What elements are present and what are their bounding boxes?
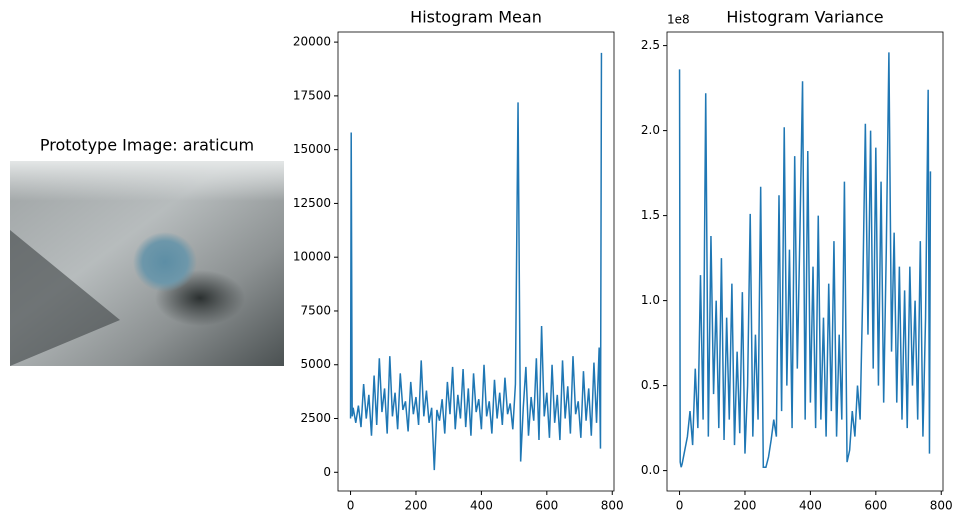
data-line bbox=[678, 52, 932, 468]
x-tick-label: 400 bbox=[470, 499, 493, 513]
y-tick-label: 7500 bbox=[300, 303, 331, 317]
y-tick-label: 12500 bbox=[293, 196, 331, 210]
y-tick-label: 10000 bbox=[293, 250, 331, 264]
y-tick-label: 20000 bbox=[293, 35, 331, 49]
y-tick-label: 15000 bbox=[293, 142, 331, 156]
image-title: Prototype Image: araticum bbox=[40, 136, 254, 155]
x-tick-label: 600 bbox=[864, 499, 887, 513]
data-line bbox=[349, 52, 603, 471]
chart-title: Histogram Mean bbox=[410, 8, 542, 27]
x-tick-label: 600 bbox=[535, 499, 558, 513]
x-tick-label: 0 bbox=[347, 499, 355, 513]
x-tick-label: 200 bbox=[734, 499, 757, 513]
y-tick-label: 0 bbox=[323, 465, 331, 479]
x-tick-label: 800 bbox=[601, 499, 624, 513]
x-tick-label: 0 bbox=[676, 499, 684, 513]
x-tick-label: 200 bbox=[405, 499, 428, 513]
x-tick-label: 800 bbox=[930, 499, 953, 513]
axes-frame bbox=[666, 31, 944, 492]
x-tick-label: 400 bbox=[799, 499, 822, 513]
y-tick-label: 2500 bbox=[300, 411, 331, 425]
chart-title: Histogram Variance bbox=[726, 8, 883, 27]
y-tick-label: 2.0 bbox=[641, 123, 660, 137]
prototype-image bbox=[10, 161, 284, 366]
y-tick-label: 1.0 bbox=[641, 293, 660, 307]
axes-frame bbox=[337, 31, 615, 492]
y-tick-label: 17500 bbox=[293, 88, 331, 102]
y-tick-label: 2.5 bbox=[641, 38, 660, 52]
y-tick-label: 0.0 bbox=[641, 463, 660, 477]
y-tick-label: 5000 bbox=[300, 357, 331, 371]
y-tick-label: 0.5 bbox=[641, 378, 660, 392]
y-offset-label: 1e8 bbox=[667, 13, 690, 27]
y-tick-label: 1.5 bbox=[641, 208, 660, 222]
